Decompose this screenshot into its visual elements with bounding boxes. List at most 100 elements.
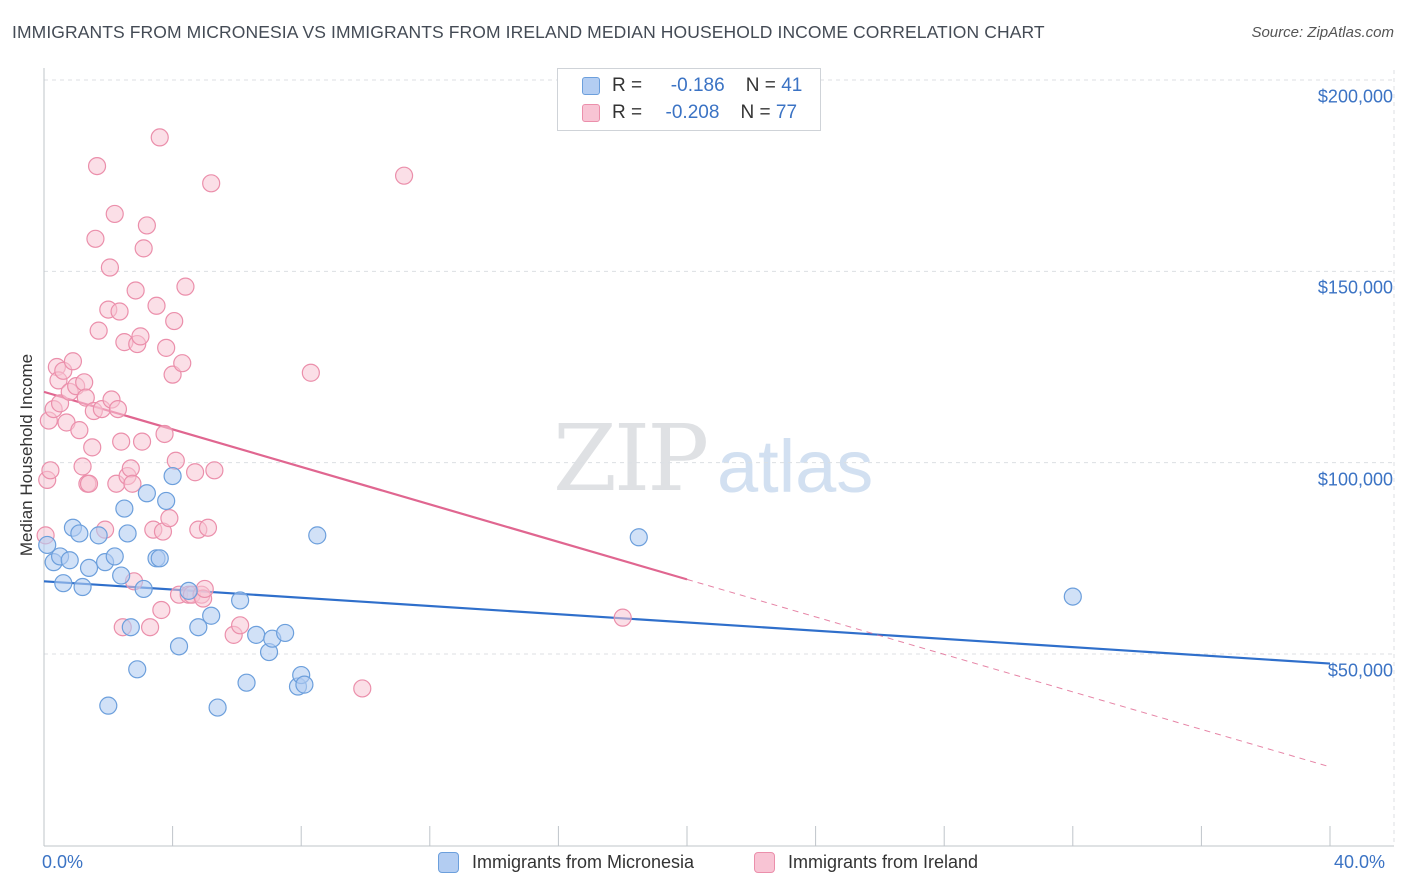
x-tick-label-min: 0.0% (42, 852, 84, 872)
data-point-ireland (147, 296, 166, 315)
data-point-ireland (73, 457, 92, 476)
trend-line-ireland-extension (686, 578, 1331, 768)
data-points (36, 128, 1082, 717)
legend-r-value: -0.186 (670, 75, 725, 96)
data-point-micronesia (237, 673, 256, 692)
data-point-ireland (87, 157, 107, 176)
data-point-ireland (166, 451, 185, 470)
data-point-ireland (202, 174, 221, 193)
legend-r-label: R = (612, 75, 643, 96)
data-point-ireland (132, 432, 152, 451)
data-point-micronesia (189, 618, 208, 637)
data-point-ireland (89, 321, 108, 340)
data-point-ireland (110, 302, 129, 321)
data-point-ireland (108, 399, 128, 419)
data-point-micronesia (163, 466, 182, 486)
y-tick-label: $50,000 (1327, 660, 1393, 681)
data-point-ireland (137, 216, 156, 235)
data-point-micronesia (134, 579, 153, 599)
data-point-micronesia (70, 524, 89, 543)
bottom-legend-micronesia: Immigrants from Micronesia (438, 852, 694, 873)
data-point-ireland (126, 281, 145, 300)
data-point-micronesia (202, 606, 221, 625)
axes (43, 68, 1394, 847)
watermark-zip: ZIP (553, 405, 709, 512)
data-point-ireland (205, 461, 224, 480)
data-point-ireland (173, 354, 192, 373)
data-point-ireland (123, 474, 142, 493)
data-point-ireland (86, 229, 105, 248)
data-point-ireland (394, 166, 414, 185)
data-point-ireland (134, 239, 153, 258)
legend-row-ireland: R = -0.208 N = 77 (582, 101, 797, 125)
y-tick-label: $100,000 (1317, 469, 1393, 490)
bottom-legend-swatch-ireland (754, 852, 775, 873)
data-point-ireland (353, 679, 372, 698)
data-point-micronesia (128, 660, 147, 679)
data-point-ireland (79, 474, 99, 493)
data-point-micronesia (73, 577, 92, 597)
data-point-ireland (155, 424, 174, 444)
y-axis-label: Median Household Income (17, 353, 36, 557)
data-point-micronesia (247, 625, 266, 644)
y-tick-label: $200,000 (1317, 86, 1393, 107)
data-point-micronesia (54, 574, 73, 593)
data-point-ireland (231, 616, 250, 635)
legend-n-label: N = (745, 75, 776, 96)
correlation-legend: R = -0.186 N = 41 R = -0.208 N = 77 (557, 68, 821, 131)
data-point-micronesia (308, 526, 327, 545)
legend-n-value: 41 (781, 75, 803, 96)
data-point-micronesia (629, 528, 648, 547)
data-point-micronesia (105, 547, 124, 566)
data-point-micronesia (276, 623, 295, 643)
data-point-micronesia (115, 499, 134, 518)
bottom-legend-label-micronesia: Immigrants from Micronesia (472, 852, 695, 872)
data-point-ireland (165, 311, 184, 331)
bottom-legend-label-ireland: Immigrants from Ireland (788, 852, 979, 872)
chart-title: IMMIGRANTS FROM MICRONESIA VS IMMIGRANTS… (12, 22, 1045, 42)
source-label: Source: ZipAtlas.com (1251, 24, 1394, 41)
data-point-micronesia (179, 581, 198, 600)
data-point-ireland (152, 600, 171, 620)
legend-r-value: -0.208 (665, 102, 720, 123)
data-point-ireland (70, 421, 89, 440)
data-point-ireland (112, 432, 131, 451)
data-point-ireland (150, 128, 169, 147)
data-point-ireland (63, 352, 83, 371)
data-point-micronesia (169, 637, 189, 656)
data-point-ireland (100, 258, 120, 277)
data-point-ireland (75, 373, 94, 392)
data-point-ireland (613, 608, 632, 627)
data-point-ireland (195, 579, 214, 599)
data-point-micronesia (60, 551, 79, 570)
data-point-ireland (131, 327, 150, 346)
data-point-micronesia (295, 675, 314, 694)
data-point-ireland (198, 518, 218, 537)
data-point-micronesia (112, 566, 131, 585)
trend-line-ireland (43, 390, 688, 581)
data-point-ireland (83, 438, 102, 457)
data-point-micronesia (150, 549, 169, 568)
bottom-legend-ireland: Immigrants from Ireland (754, 852, 978, 873)
trend-lines (43, 390, 1331, 768)
data-point-micronesia (1063, 587, 1082, 606)
x-tick-label-max: 40.0% (1334, 852, 1386, 872)
data-point-ireland (76, 388, 95, 407)
data-point-ireland (157, 338, 176, 357)
data-point-ireland (160, 509, 179, 528)
data-point-ireland (186, 463, 205, 482)
data-point-micronesia (118, 524, 137, 543)
legend-n-label: N = (740, 102, 771, 123)
legend-swatch-micronesia (582, 77, 600, 95)
data-point-micronesia (99, 696, 118, 715)
legend-r-label: R = (612, 102, 643, 123)
data-point-micronesia (89, 526, 108, 545)
y-tick-label: $150,000 (1317, 277, 1393, 298)
legend-n-value: 77 (775, 102, 798, 123)
bottom-legend-swatch-micronesia (438, 852, 459, 873)
data-point-micronesia (208, 698, 227, 717)
watermark-atlas: atlas (717, 425, 874, 508)
legend-row-micronesia: R = -0.186 N = 41 (582, 74, 802, 98)
grid-lines (44, 70, 1395, 846)
legend-swatch-ireland (582, 104, 600, 122)
